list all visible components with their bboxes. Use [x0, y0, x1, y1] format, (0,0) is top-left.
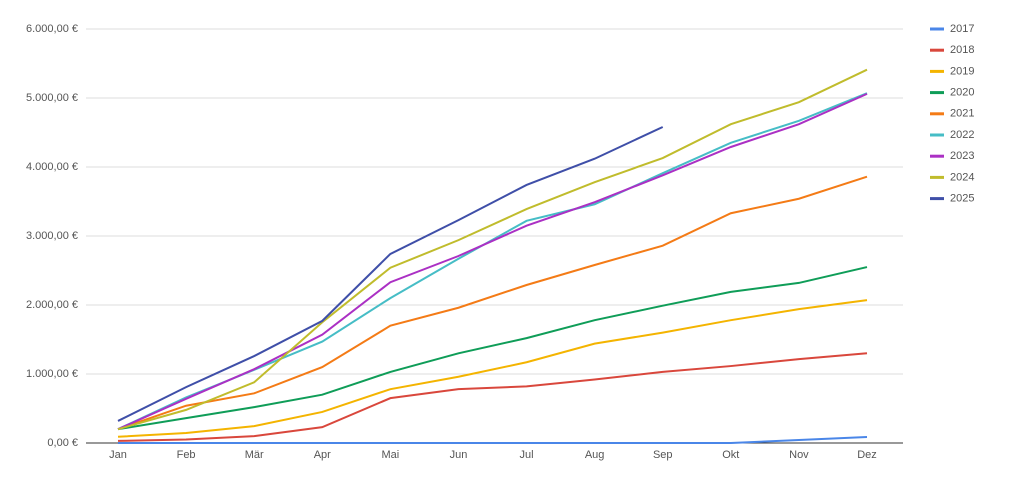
series-line [118, 435, 868, 444]
y-tick-label: 2.000,00 € [26, 299, 78, 311]
legend-label: 2021 [950, 108, 974, 120]
legend-label: 2018 [950, 44, 974, 56]
series-line [117, 299, 868, 438]
legend-label: 2019 [950, 65, 974, 77]
x-tick-label: Jul [520, 449, 534, 461]
x-tick-label: Nov [789, 449, 809, 461]
y-tick-label: 4.000,00 € [26, 161, 78, 173]
x-tick-label: Mär [245, 449, 264, 461]
x-tick-label: Mai [381, 449, 399, 461]
x-tick-label: Feb [177, 449, 196, 461]
series-line [117, 126, 664, 422]
y-tick-label: 5.000,00 € [26, 92, 78, 104]
y-tick-label: 3.000,00 € [26, 230, 78, 242]
legend-label: 2023 [950, 150, 974, 162]
y-tick-label: 1.000,00 € [26, 368, 78, 380]
x-tick-label: Jan [109, 449, 127, 461]
y-tick-label: 0,00 € [47, 437, 78, 449]
x-tick-label: Dez [857, 449, 877, 461]
x-tick-label: Sep [653, 449, 673, 461]
x-tick-label: Jun [450, 449, 468, 461]
series-line [117, 352, 868, 442]
legend-label: 2022 [950, 129, 974, 141]
x-tick-label: Okt [722, 449, 739, 461]
series-line [117, 175, 868, 431]
legend-label: 2025 [950, 193, 974, 205]
x-tick-label: Apr [314, 449, 331, 461]
x-tick-label: Aug [585, 449, 605, 461]
series-line [117, 68, 868, 431]
legend-label: 2017 [950, 23, 974, 35]
legend-label: 2024 [950, 171, 974, 183]
legend-label: 2020 [950, 87, 974, 99]
y-tick-label: 6.000,00 € [26, 23, 78, 35]
series-line [117, 266, 868, 431]
series-line [117, 92, 868, 431]
